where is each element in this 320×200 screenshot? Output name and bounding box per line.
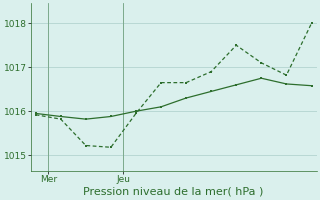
X-axis label: Pression niveau de la mer( hPa ): Pression niveau de la mer( hPa ) [84, 187, 264, 197]
